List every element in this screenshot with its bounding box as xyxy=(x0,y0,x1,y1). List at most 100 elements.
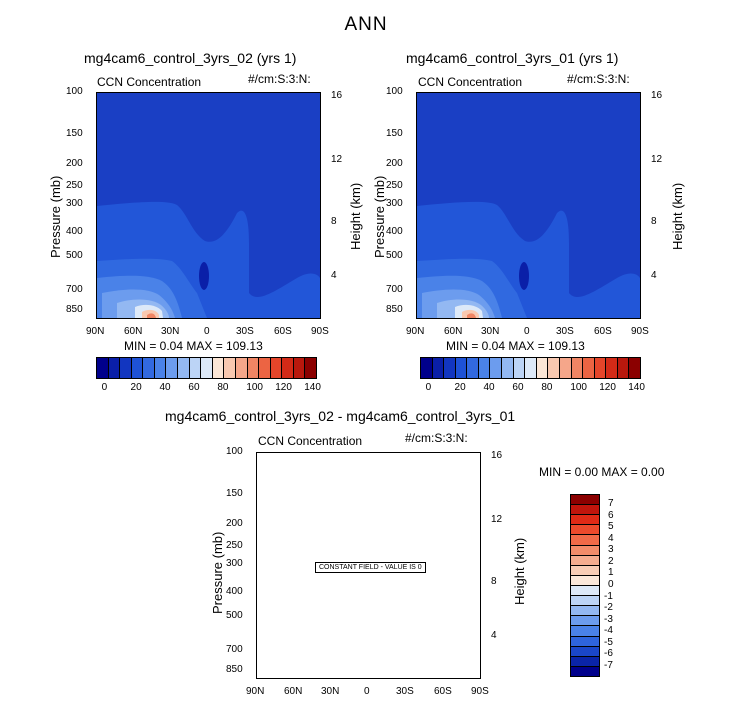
page-title: ANN xyxy=(344,14,388,35)
panel-2-ytick-400: 400 xyxy=(386,226,403,237)
panel-3-xtick-60n: 60N xyxy=(284,686,303,697)
panel-1-ylabel-right: Height (km) xyxy=(348,182,363,250)
panel-3-plot: CONSTANT FIELD - VALUE IS 0 xyxy=(256,452,481,679)
panel-3-ytick-100: 100 xyxy=(226,446,243,457)
panel-2-htick-4: 4 xyxy=(651,270,657,281)
panel-3-htick-12: 12 xyxy=(491,514,503,525)
panel-2-plot xyxy=(416,92,641,319)
panel-2-ytick-500: 500 xyxy=(386,250,403,261)
panel-1-colorbar-cell xyxy=(304,357,317,379)
constant-field-note: CONSTANT FIELD - VALUE IS 0 xyxy=(315,562,426,573)
panel-1-units-label: #/cm:S:3:N: xyxy=(248,72,311,86)
panel-3-colorbar xyxy=(570,494,600,677)
panel-3-units-label: #/cm:S:3:N: xyxy=(405,431,468,445)
panel-2-minmax: MIN = 0.04 MAX = 109.13 xyxy=(446,339,585,353)
panel-1-xtick-60s: 60S xyxy=(274,326,292,337)
panel-2-htick-8: 8 xyxy=(651,216,657,227)
panel-1-xtick-30s: 30S xyxy=(236,326,254,337)
panel-3-minmax: MIN = 0.00 MAX = 0.00 xyxy=(539,465,665,479)
panel-1-htick-12: 12 xyxy=(331,154,343,165)
panel-1-ytick-250: 250 xyxy=(66,180,83,191)
panel-1-htick-16: 16 xyxy=(331,90,343,101)
panel-1-plot xyxy=(96,92,321,319)
panel-3-colorbar-label: -3 xyxy=(604,613,613,625)
panel-3-colorbar-label: -4 xyxy=(604,625,613,637)
panel-3-colorbar-label: -5 xyxy=(604,636,613,648)
panel-3-axes-overlay: 100 150 200 250 300 400 500 700 850 16 1… xyxy=(226,446,502,697)
panel-2-htick-12: 12 xyxy=(651,154,663,165)
panel-2-htick-16: 16 xyxy=(651,90,663,101)
panel-1-title: mg4cam6_control_3yrs_02 (yrs 1) xyxy=(84,50,297,66)
panel-2-colorbar-label: 40 xyxy=(483,382,495,393)
panel-1-axes-overlay: 100 150 200 250 300 400 500 700 850 16 1… xyxy=(66,86,342,337)
panel-3-htick-8: 8 xyxy=(491,576,497,587)
panel-1-ytick-200: 200 xyxy=(66,158,83,169)
panel-2-ytick-200: 200 xyxy=(386,158,403,169)
panel-1-minmax: MIN = 0.04 MAX = 109.13 xyxy=(124,339,263,353)
panel-1-colorbar-labels: 0 20 40 60 80 100 120 140 xyxy=(96,382,321,396)
panel-3-colorbar-label: 5 xyxy=(608,521,614,533)
panel-3-ytick-700: 700 xyxy=(226,644,243,655)
panel-2-ytick-250: 250 xyxy=(386,180,403,191)
panel-3-colorbar-labels: 7 6 5 4 3 2 1 0 -1 -2 -3 -4 -5 -6 -7 xyxy=(604,494,644,676)
panel-3-colorbar-label: 6 xyxy=(608,509,614,521)
panel-2-ytick-850: 850 xyxy=(386,304,403,315)
panel-1-ytick-300: 300 xyxy=(66,198,83,209)
panel-2-colorbar-label: 120 xyxy=(599,382,616,393)
panel-2-variable-label: CCN Concentration xyxy=(418,75,523,89)
panel-2-title: mg4cam6_control_3yrs_01 (yrs 1) xyxy=(406,50,619,66)
panel-2-xtick-0: 0 xyxy=(524,326,530,337)
panel-2-units-label: #/cm:S:3:N: xyxy=(567,72,630,86)
panel-3-ytick-150: 150 xyxy=(226,488,243,499)
panel-1-htick-4: 4 xyxy=(331,270,337,281)
panel-2-xtick-30n: 30N xyxy=(481,326,500,337)
panel-3-colorbar-label: -1 xyxy=(604,590,613,602)
panel-1-colorbar-label: 80 xyxy=(217,382,229,393)
panel-1-htick-8: 8 xyxy=(331,216,337,227)
panel-1-ytick-400: 400 xyxy=(66,226,83,237)
panel-1-xtick-60n: 60N xyxy=(124,326,143,337)
panel-1-xtick-90s: 90S xyxy=(311,326,329,337)
panel-1-ylabel: Pressure (mb) xyxy=(48,175,63,258)
panel-2-colorbar-label: 20 xyxy=(454,382,466,393)
panel-1-xtick-90n: 90N xyxy=(86,326,105,337)
panel-2-ylabel: Pressure (mb) xyxy=(372,175,387,258)
panel-1-variable-label: CCN Concentration xyxy=(97,75,202,89)
panel-2-axes-overlay: 100 150 200 250 300 400 500 700 850 16 1… xyxy=(386,86,662,337)
panel-2-colorbar-label: 100 xyxy=(570,382,587,393)
panel-3-ylabel: Pressure (mb) xyxy=(210,531,225,614)
panel-2-colorbar-label: 60 xyxy=(512,382,524,393)
panel-2-xtick-60n: 60N xyxy=(444,326,463,337)
panel-2-colorbar-cell xyxy=(628,357,641,379)
panel-3-xtick-90s: 90S xyxy=(471,686,489,697)
panel-2-ytick-700: 700 xyxy=(386,284,403,295)
panel-3-colorbar-label: -2 xyxy=(604,602,613,614)
panel-3-colorbar-label: 0 xyxy=(608,579,614,590)
panel-1-ytick-500: 500 xyxy=(66,250,83,261)
panel-1-colorbar-label: 120 xyxy=(275,382,292,393)
panel-3-colorbar-cell xyxy=(570,665,600,677)
panel-3-ytick-850: 850 xyxy=(226,664,243,675)
panel-1-colorbar-label: 0 xyxy=(101,382,108,393)
panel-2-colorbar-label: 80 xyxy=(541,382,553,393)
panel-2-colorbar-label: 140 xyxy=(628,382,645,393)
panel-1-colorbar-label: 100 xyxy=(246,382,263,393)
panel-1-field xyxy=(97,93,320,318)
panel-3-htick-16: 16 xyxy=(491,450,503,461)
panel-1-colorbar-label: 140 xyxy=(304,382,321,393)
panel-1-ytick-850: 850 xyxy=(66,304,83,315)
panel-3-colorbar-label: -6 xyxy=(604,648,613,660)
panel-3-ytick-400: 400 xyxy=(226,586,243,597)
panel-3-colorbar-label: -7 xyxy=(604,659,613,671)
panel-1-colorbar-label: 60 xyxy=(188,382,200,393)
panel-1-xtick-0: 0 xyxy=(204,326,210,337)
panel-2-ytick-150: 150 xyxy=(386,128,403,139)
panel-3-xtick-0: 0 xyxy=(364,686,370,697)
panel-2-xtick-90s: 90S xyxy=(631,326,649,337)
panel-3-colorbar-label: 2 xyxy=(608,555,614,567)
panel-1-ytick-100: 100 xyxy=(66,86,83,97)
panel-2-ylabel-right: Height (km) xyxy=(670,182,685,250)
panel-3-xtick-30n: 30N xyxy=(321,686,340,697)
panel-1-colorbar xyxy=(96,357,317,379)
panel-3-ytick-300: 300 xyxy=(226,558,243,569)
